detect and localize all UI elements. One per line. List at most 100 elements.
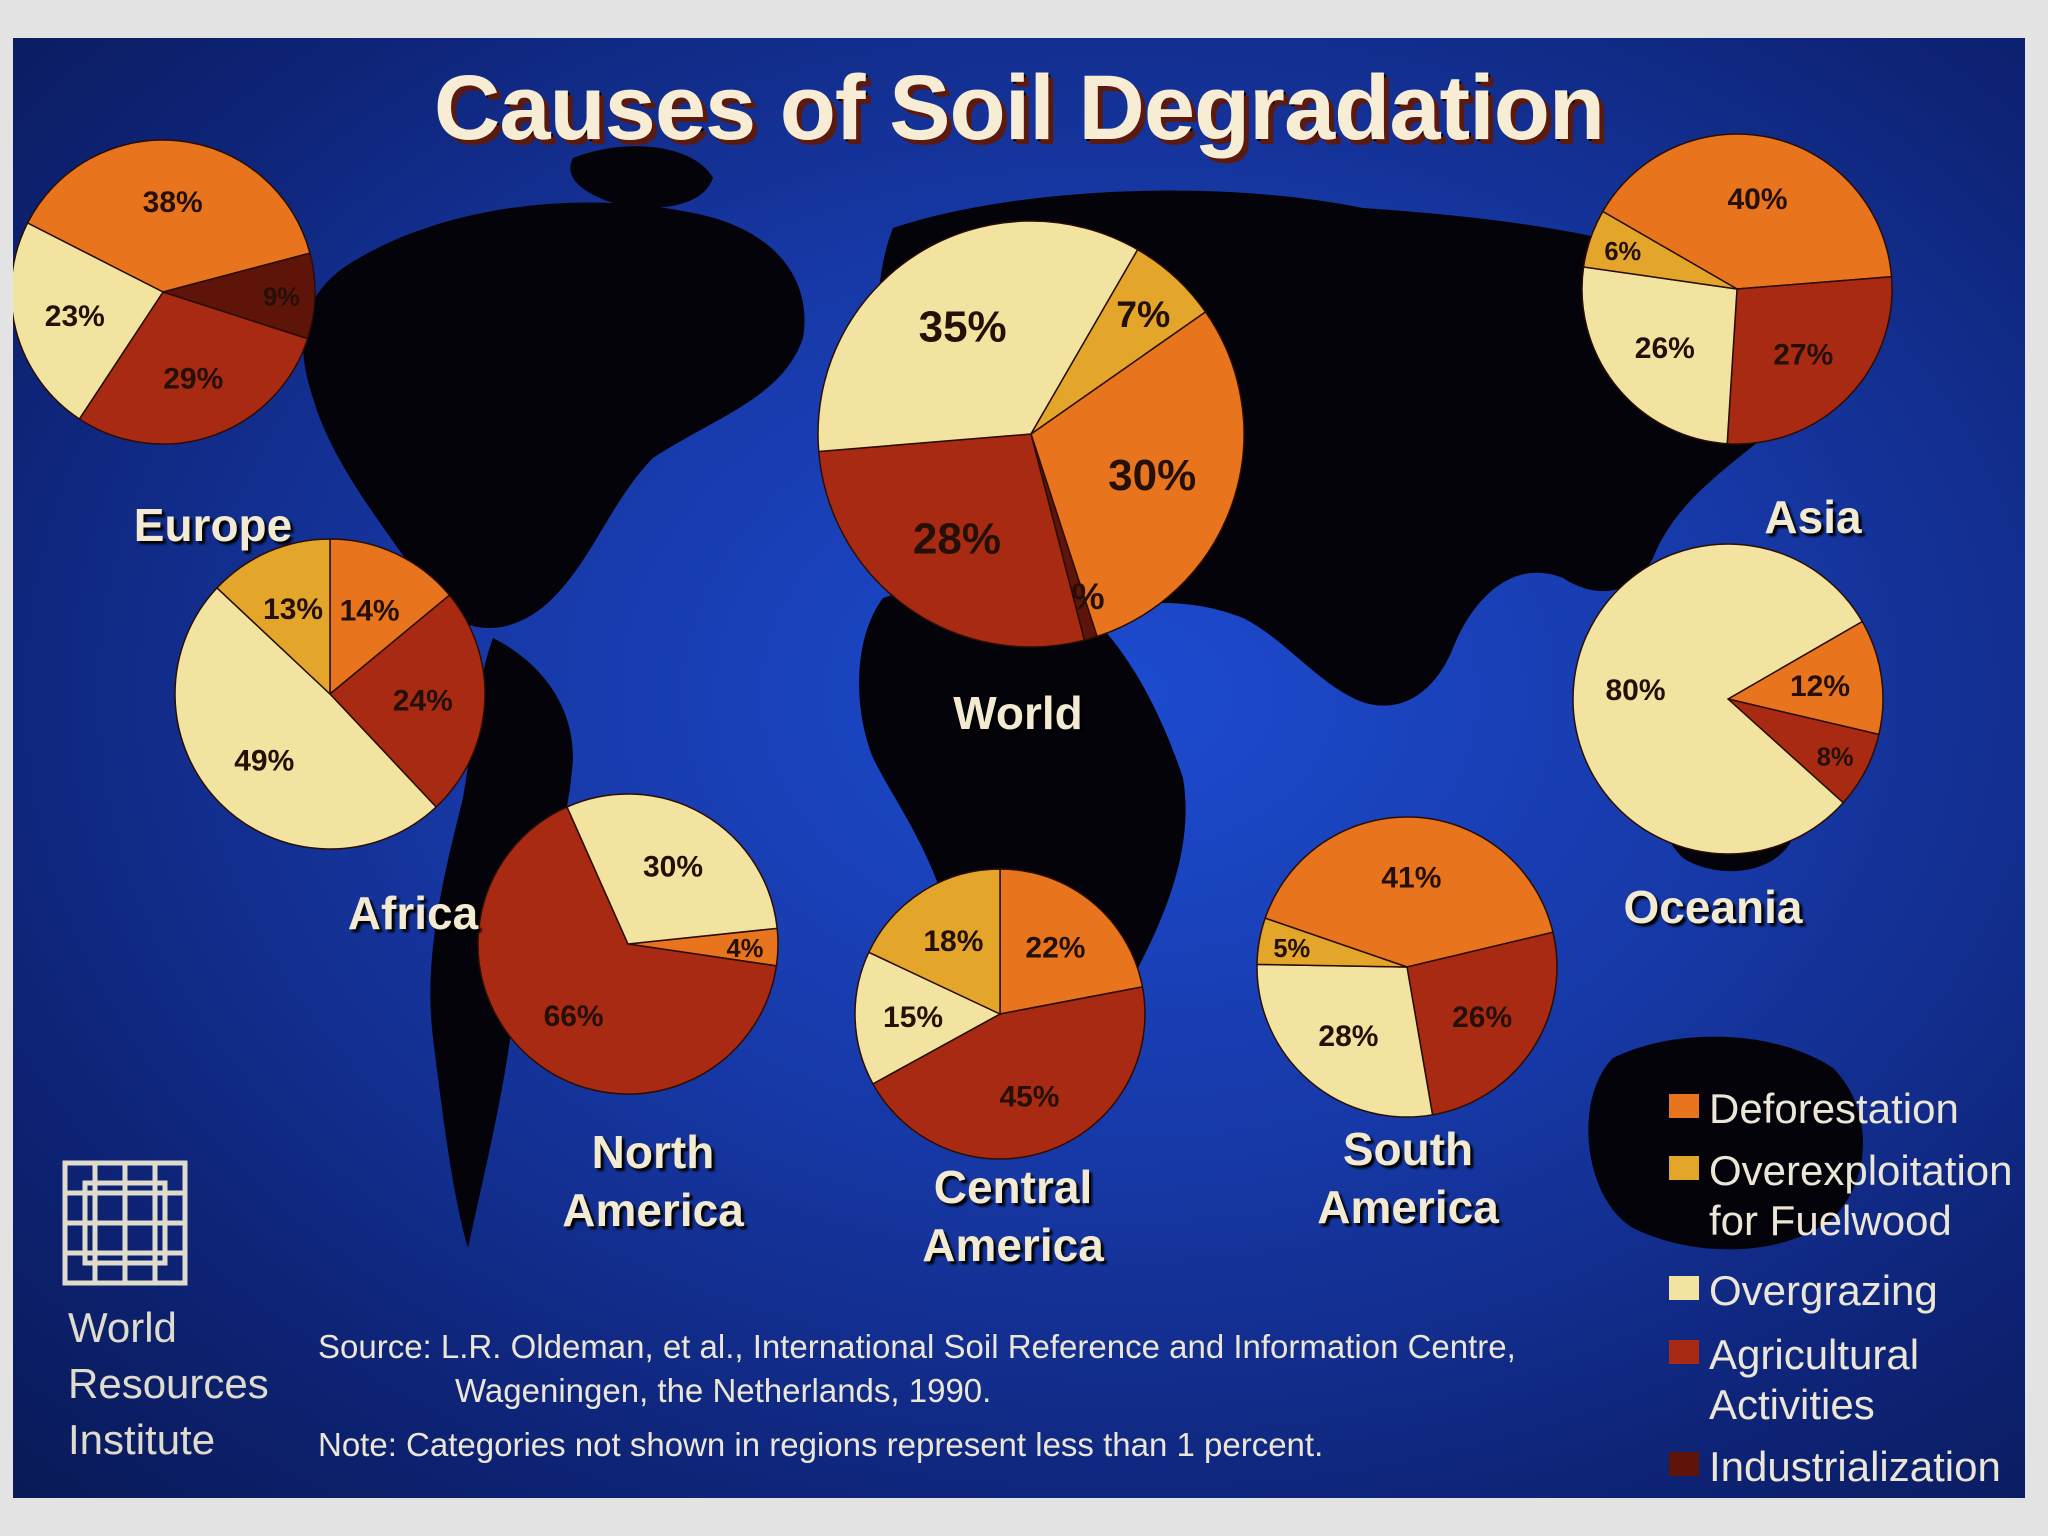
legend-swatch <box>1669 1156 1699 1180</box>
pie-oceania: 12% 8% 80% <box>1572 543 1884 855</box>
region-label-asia: Asia <box>1764 491 1862 543</box>
pie-slice <box>26 139 311 293</box>
pie-charts: 30%1%28%35% 7%38%9%29%23%40%27%26%6%14%24… <box>13 133 1893 1160</box>
pie-slice <box>1256 963 1434 1118</box>
legend-label: Overexploitation for Fuelwood <box>1709 1147 2013 1244</box>
pie-slice <box>328 594 486 809</box>
pie-slice-label: 40% <box>1727 183 1787 216</box>
legend-item-overexploitation: Overexploitation for Fuelwood <box>1669 1146 2013 1246</box>
pie-north-america: 4% 66% 30% <box>477 793 779 1095</box>
pie-slice-label: 30% <box>1108 451 1196 500</box>
pie-slice-label: 45% <box>999 1080 1059 1113</box>
pie-central-america: 22% 45% 15% 18% <box>854 868 1146 1160</box>
pie-slice <box>215 538 331 696</box>
pie-slice <box>1030 310 1245 638</box>
pie-slice <box>854 951 1002 1085</box>
wri-logo-icon <box>62 1160 188 1286</box>
pie-slice <box>1264 816 1554 968</box>
pie-slice-label: 15% <box>883 1001 943 1034</box>
region-label-central-america: Central America <box>873 1158 1153 1274</box>
pie-slice-label: 9% <box>263 284 300 312</box>
pie-slice-label: 41% <box>1381 862 1441 895</box>
pie-slice-label: 28% <box>913 515 1001 564</box>
pie-slice-label: 29% <box>163 363 223 396</box>
pie-slice <box>1601 133 1893 290</box>
note-line: Note: Categories not shown in regions re… <box>318 1426 1324 1463</box>
pie-slice <box>78 291 309 445</box>
publisher-name: World Resources Institute <box>68 1304 269 1463</box>
pie-slice <box>867 868 1001 1016</box>
pie-slice <box>477 805 778 1095</box>
legend-label: Deforestation <box>1709 1085 1959 1132</box>
region-text: North America <box>562 1126 744 1236</box>
pie-slice <box>1256 917 1408 968</box>
region-label-africa: Africa <box>347 887 479 939</box>
pie-slice-label: 26% <box>1452 1001 1512 1034</box>
pie-slice-label: 38% <box>143 186 203 219</box>
chart-title: Causes of Soil Degradation <box>433 57 1605 159</box>
region-label-south-america: South America <box>1268 1120 1548 1236</box>
pie-slice <box>1582 210 1738 290</box>
pie-slice-label: 18% <box>923 925 983 958</box>
pie-slice-label: 12% <box>1790 670 1850 703</box>
chart-panel: Causes of Soil Degradation 30% 1% 28% 35% 7%… <box>13 38 2025 1498</box>
source-line-1: Source: L.R. Oldeman, et al., Internatio… <box>318 1328 1516 1365</box>
pie-south-america: 41% 26% 28% 5% <box>1256 816 1558 1118</box>
region-label-oceania: Oceania <box>1623 881 1803 933</box>
pie-slice-label: 28% <box>1318 1020 1378 1053</box>
region-text: South America <box>1317 1123 1499 1233</box>
pie-slice-label: 14% <box>340 594 400 627</box>
pie-slice <box>999 868 1144 1015</box>
legend-label: Industrialization <box>1709 1443 2001 1490</box>
pie-world: 30%1%28%35% 7% <box>817 220 1245 648</box>
pie-slice-label: 4% <box>727 935 764 963</box>
pie-slice-label: 8% <box>1817 744 1854 772</box>
pie-slice <box>160 252 316 340</box>
pie-slice <box>1406 931 1558 1116</box>
pie-slice-label: 80% <box>1605 674 1665 707</box>
legend-label: Overgrazing <box>1709 1267 1938 1314</box>
region-text: Central America <box>922 1161 1104 1271</box>
region-label-north-america: North America <box>513 1123 793 1239</box>
pie-slice-label: 5% <box>1273 935 1310 963</box>
pie-slice <box>871 985 1146 1160</box>
legend-swatch <box>1669 1340 1699 1364</box>
pie-slice <box>1572 543 1864 855</box>
pie-slice <box>1581 266 1738 445</box>
legend-label: Agricultural Activities <box>1709 1331 1920 1428</box>
pie-slice-label: 30% <box>643 851 703 884</box>
pie-slice-label: 24% <box>393 684 453 717</box>
pie-slice <box>174 586 438 850</box>
region-label-europe: Europe <box>133 499 293 551</box>
pie-slice <box>13 221 165 420</box>
pie-slice-label: 26% <box>1635 332 1695 365</box>
pie-slice <box>817 433 1086 648</box>
pie-slice <box>1725 620 1884 736</box>
legend-swatch <box>1669 1276 1699 1300</box>
pie-slice-label: 6% <box>1604 238 1641 266</box>
pie-slice-label: 13% <box>263 593 323 626</box>
legend-item-overgrazing: Overgrazing <box>1669 1266 1938 1316</box>
pie-slice-label: 49% <box>234 744 294 777</box>
pie-slice-label: 22% <box>1025 931 1085 964</box>
pie-slice <box>1030 248 1207 435</box>
pie-slice-label: 23% <box>45 300 105 333</box>
source-line-2: Wageningen, the Netherlands, 1990. <box>455 1372 992 1409</box>
legend-swatch <box>1669 1452 1699 1476</box>
pie-asia: 40% 27% 26% 6% <box>1581 133 1893 445</box>
legend-item-industrialization: Industrialization <box>1669 1442 2001 1492</box>
region-label-world: World <box>953 687 1083 739</box>
pie-slice <box>1726 275 1893 445</box>
pie-slice-label: 35% <box>919 302 1007 351</box>
pie-africa: 14% 24% 49% 13% <box>174 538 486 850</box>
legend-item-deforestation: Deforestation <box>1669 1084 1959 1134</box>
legend-swatch <box>1669 1094 1699 1118</box>
pie-slice-label: 7% <box>1116 293 1170 335</box>
pie-slice <box>565 793 779 945</box>
pie-slice-label: 27% <box>1773 339 1833 372</box>
pie-europe: 38% 9% 29% 23% <box>13 139 316 445</box>
pie-slice <box>329 538 451 696</box>
legend-item-agricultural: Agricultural Activities <box>1669 1330 1919 1430</box>
pie-slice-label: 66% <box>544 1000 604 1033</box>
pie-slice <box>817 220 1139 453</box>
